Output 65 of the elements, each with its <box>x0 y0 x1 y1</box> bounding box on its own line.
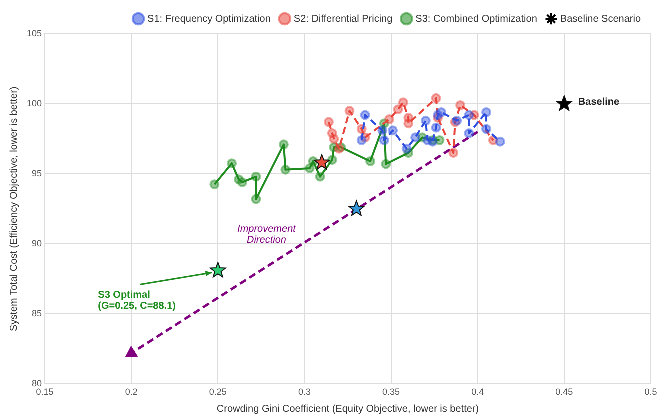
point <box>556 96 573 112</box>
point <box>315 172 326 182</box>
point <box>436 107 447 118</box>
point <box>314 154 330 170</box>
point <box>398 98 408 108</box>
point <box>304 163 315 174</box>
point <box>327 155 338 166</box>
point <box>404 118 414 129</box>
y-tick-label: 105 <box>26 28 42 38</box>
point <box>495 136 506 147</box>
y-tick-label: 90 <box>32 238 42 249</box>
point <box>210 180 220 190</box>
point <box>431 93 442 104</box>
point <box>402 144 412 154</box>
x-tick-label: 0.4 <box>472 387 484 398</box>
x-tick-label: 0.2 <box>125 387 138 398</box>
point <box>348 200 365 216</box>
point <box>278 140 289 150</box>
point <box>482 124 492 134</box>
annotation: Baseline <box>578 96 620 108</box>
point <box>366 156 376 166</box>
point <box>237 177 248 188</box>
y-tick-label: 80 <box>32 378 42 389</box>
annotation: S3 Optimal (G=0.25, C=88.1) <box>98 290 176 312</box>
y-tick-label: 100 <box>26 98 42 109</box>
point <box>379 135 390 146</box>
point <box>388 126 398 136</box>
point <box>456 100 466 110</box>
point <box>448 148 459 158</box>
y-axis-title: System Total Cost (Efficiency Objective, lower is better) <box>8 86 20 332</box>
point <box>356 135 367 146</box>
point <box>210 262 226 278</box>
point <box>344 106 355 116</box>
y-tick-label: 95 <box>32 168 42 179</box>
point <box>360 110 370 120</box>
x-tick-label: 0.45 <box>556 387 574 398</box>
legend-label: S1: Frequency Optimization <box>148 14 271 25</box>
point <box>482 107 492 118</box>
point <box>251 194 262 204</box>
point <box>464 110 474 120</box>
x-tick-label: 0.3 <box>298 387 311 398</box>
point <box>384 114 395 124</box>
point <box>126 347 138 358</box>
point <box>410 132 421 143</box>
x-tick-label: 0.15 <box>36 387 54 398</box>
x-tick-label: 0.5 <box>644 387 658 398</box>
point <box>227 158 238 169</box>
point <box>420 116 431 126</box>
legend-label: S3: Combined Optimization <box>416 14 538 25</box>
x-tick-label: 0.35 <box>382 387 400 398</box>
point <box>381 159 392 170</box>
annotation: Improvement Direction <box>238 224 298 246</box>
point <box>280 164 291 175</box>
y-tick-label: 85 <box>32 308 42 319</box>
point <box>393 104 404 115</box>
legend-label: S2: Differential Pricing <box>294 14 393 25</box>
point <box>378 126 388 136</box>
x-axis-title: Crowding Gini Coefficient (Equity Objective, lower is better) <box>216 404 480 415</box>
x-tick-label: 0.25 <box>209 387 227 398</box>
legend-label: Baseline Scenario <box>560 14 642 25</box>
point <box>464 128 474 138</box>
point <box>324 117 334 128</box>
point <box>431 122 442 133</box>
point <box>251 172 262 182</box>
point <box>329 134 340 144</box>
